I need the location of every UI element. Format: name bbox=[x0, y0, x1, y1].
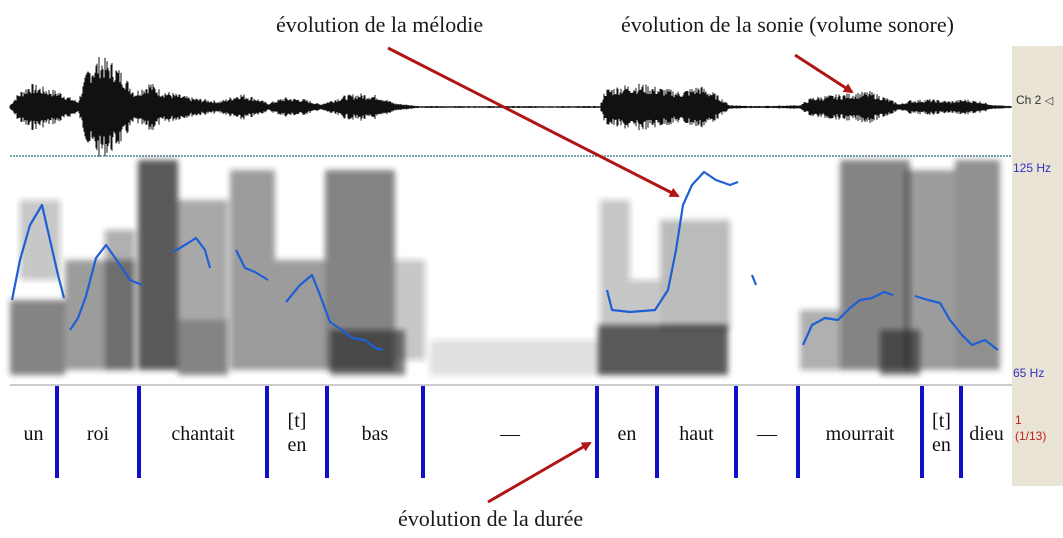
segment-total: (1/13) bbox=[1015, 429, 1047, 443]
interval-label: dieu bbox=[969, 423, 1003, 445]
spectrogram-region bbox=[10, 300, 65, 375]
speaker-icon[interactable]: ◁ bbox=[1044, 95, 1054, 107]
interval-label: — bbox=[756, 423, 778, 445]
duration-annotation: évolution de la durée bbox=[398, 506, 584, 531]
waveform bbox=[9, 57, 1012, 157]
text-grid-tier: un roi chantait [t] en bas — en haut — mourrait [t]… bbox=[10, 384, 1012, 478]
melody-annotation: évolution de la mélodie bbox=[276, 12, 484, 37]
interval-label: mourrait bbox=[826, 423, 895, 445]
interval-label-second-line: en bbox=[932, 434, 951, 456]
segment-counter: 1 (1/13) bbox=[1015, 412, 1046, 444]
channel-label: Ch 2 ◁ bbox=[1016, 93, 1053, 107]
frequency-top-label: 125 Hz bbox=[1013, 161, 1052, 175]
pitch-segment bbox=[605, 170, 739, 314]
spectrogram-region bbox=[395, 260, 425, 360]
spectrogram-panel bbox=[10, 157, 1012, 380]
interval-label: [t] bbox=[288, 410, 307, 432]
segment-index: 1 bbox=[1015, 413, 1022, 427]
spectrogram-region bbox=[330, 330, 405, 375]
spectrogram-region bbox=[430, 340, 600, 375]
spectrogram-region bbox=[275, 260, 325, 370]
loudness-arrow bbox=[794, 53, 854, 94]
pitch-segment bbox=[914, 294, 999, 351]
pitch-segment bbox=[235, 249, 269, 281]
interval-label: en bbox=[618, 423, 637, 445]
frequency-bottom-label: 65 Hz bbox=[1013, 366, 1045, 380]
duration-arrow bbox=[487, 441, 592, 504]
pitch-segment bbox=[10, 203, 66, 301]
spectrogram-region bbox=[178, 200, 228, 320]
pitch-segment bbox=[69, 243, 143, 331]
pitch-segment bbox=[172, 236, 212, 269]
side-panel bbox=[1012, 46, 1063, 486]
channel-label-text: Ch 2 bbox=[1016, 93, 1042, 107]
spectrogram-region bbox=[178, 320, 228, 375]
interval-label: un bbox=[24, 423, 44, 445]
pitch-segment bbox=[750, 274, 758, 286]
spectrogram-region bbox=[905, 170, 955, 370]
spectrogram-region bbox=[600, 200, 630, 280]
interval-boundaries bbox=[55, 386, 963, 478]
spectrogram-region bbox=[138, 160, 178, 370]
waveform-trace bbox=[9, 57, 1012, 157]
interval-label: roi bbox=[87, 423, 110, 445]
interval-labels: un roi chantait [t] en bas — en haut — mourrait [t]… bbox=[24, 410, 1004, 456]
waveform-panel bbox=[9, 57, 1012, 157]
loudness-annotation: évolution de la sonie (volume sonore) bbox=[621, 12, 954, 37]
melody-arrow bbox=[387, 46, 680, 198]
interval-label: bas bbox=[362, 423, 389, 445]
interval-label: — bbox=[499, 423, 521, 445]
pitch-segment bbox=[801, 290, 894, 346]
interval-label-second-line: en bbox=[288, 434, 307, 456]
spectrogram-region bbox=[598, 325, 728, 375]
interval-label: chantait bbox=[171, 423, 235, 445]
interval-label: [t] bbox=[932, 410, 951, 432]
pitch-contour bbox=[10, 170, 999, 352]
spectrogram-region bbox=[105, 230, 135, 370]
spectrogram-region bbox=[955, 160, 1000, 370]
interval-label: haut bbox=[679, 423, 714, 445]
pitch-segment bbox=[285, 273, 384, 352]
